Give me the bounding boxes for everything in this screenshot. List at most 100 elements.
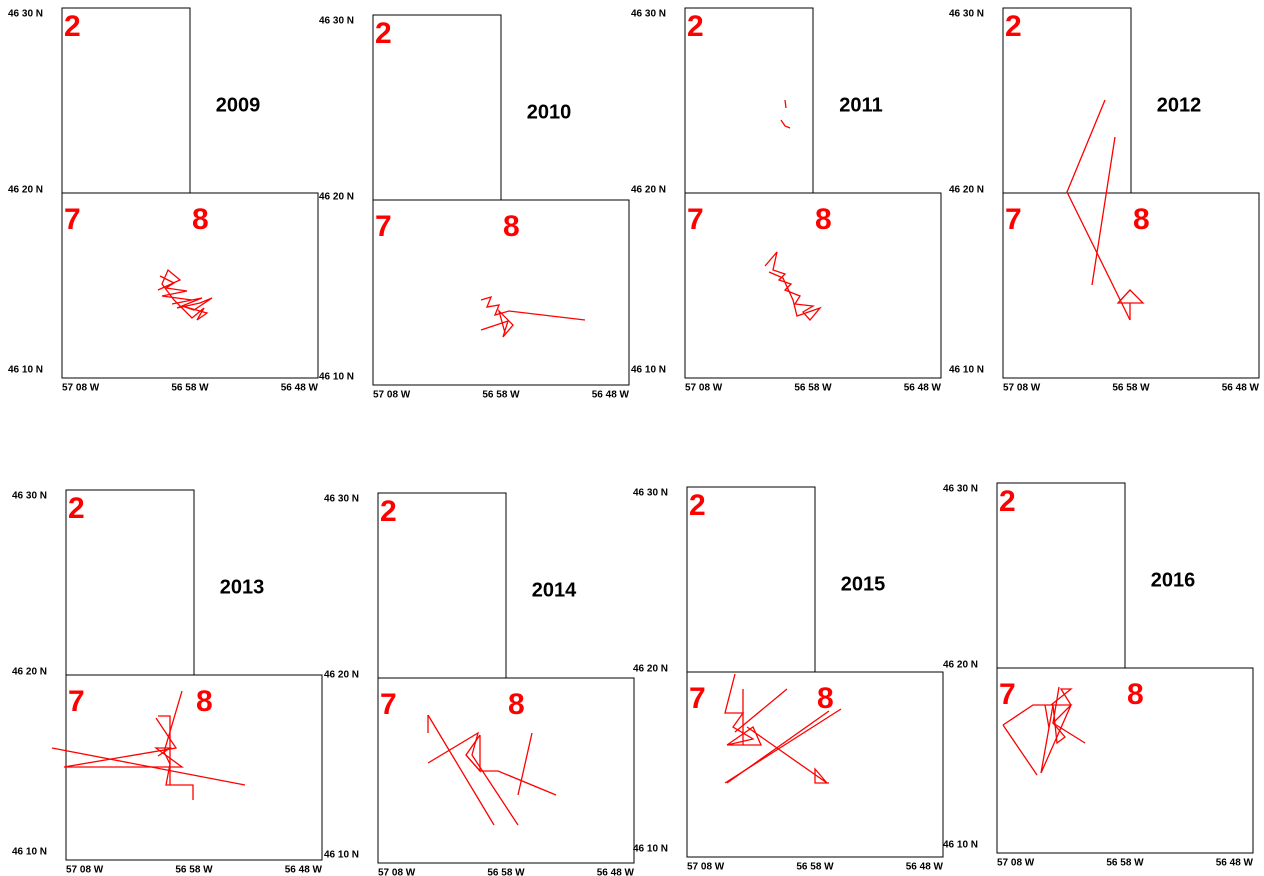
cell-label: 2 bbox=[380, 495, 397, 528]
year-label: 2009 bbox=[216, 94, 261, 116]
lon-label: 56 48 W bbox=[1216, 858, 1254, 869]
cell-label: 2 bbox=[68, 492, 85, 525]
cell-box bbox=[61, 192, 319, 379]
lon-label: 56 48 W bbox=[285, 865, 323, 876]
vessel-track bbox=[517, 732, 533, 796]
vessel-track bbox=[157, 268, 213, 321]
lat-label: 46 30 N bbox=[943, 484, 978, 495]
vessel-track bbox=[746, 726, 829, 784]
lon-label: 56 58 W bbox=[1112, 383, 1150, 394]
year-label: 2015 bbox=[841, 573, 886, 595]
vessel-track bbox=[480, 295, 586, 321]
cell-label: 8 bbox=[508, 688, 525, 721]
cell-label: 2 bbox=[1005, 10, 1022, 43]
lat-label: 46 30 N bbox=[631, 9, 666, 20]
cell-box bbox=[684, 192, 942, 379]
lat-label: 46 20 N bbox=[949, 185, 984, 196]
cell-box bbox=[377, 492, 507, 679]
cell-label: 8 bbox=[192, 203, 209, 236]
vessel-track bbox=[784, 99, 787, 109]
cell-label: 8 bbox=[196, 685, 213, 718]
lat-label: 46 10 N bbox=[631, 365, 666, 376]
cell-box bbox=[1002, 192, 1260, 379]
cell-label: 2 bbox=[687, 10, 704, 43]
lat-label: 46 30 N bbox=[319, 16, 354, 27]
cell-label: 8 bbox=[1133, 203, 1150, 236]
map-panel: 46 30 N 46 20 N 46 10 N 57 08 W 56 58 W 56 48… bbox=[949, 7, 1260, 394]
lat-label: 46 30 N bbox=[949, 9, 984, 20]
lon-label: 57 08 W bbox=[62, 383, 100, 394]
map-panel: 46 30 N 46 20 N 46 10 N 57 08 W 56 58 W 56 48… bbox=[8, 7, 319, 394]
vessel-track bbox=[163, 690, 194, 800]
lat-label: 46 30 N bbox=[12, 491, 47, 502]
lat-label: 46 20 N bbox=[319, 192, 354, 203]
cell-label: 7 bbox=[999, 678, 1016, 711]
lon-label: 57 08 W bbox=[66, 865, 104, 876]
vessel-track bbox=[427, 731, 519, 826]
lon-label: 56 48 W bbox=[906, 862, 944, 873]
vessel-track bbox=[158, 715, 171, 785]
cell-label: 8 bbox=[815, 203, 832, 236]
lat-label: 46 30 N bbox=[8, 9, 43, 20]
cell-box bbox=[996, 482, 1126, 669]
vessel-track bbox=[480, 308, 514, 338]
cell-box bbox=[377, 677, 635, 864]
year-label: 2010 bbox=[527, 101, 572, 123]
lat-label: 46 10 N bbox=[8, 365, 43, 376]
vessel-track bbox=[1002, 688, 1086, 774]
lat-label: 46 10 N bbox=[324, 850, 359, 861]
lon-label: 56 48 W bbox=[904, 383, 942, 394]
vessel-track bbox=[724, 708, 842, 784]
vessel-track bbox=[427, 714, 495, 826]
cell-label: 7 bbox=[687, 203, 704, 236]
cell-box bbox=[684, 7, 814, 194]
cell-label: 8 bbox=[1127, 678, 1144, 711]
cell-box bbox=[372, 14, 502, 201]
cell-label: 8 bbox=[817, 682, 834, 715]
lat-label: 46 20 N bbox=[631, 185, 666, 196]
year-label: 2014 bbox=[532, 579, 577, 601]
vessel-track bbox=[465, 734, 481, 773]
lon-label: 57 08 W bbox=[1003, 383, 1041, 394]
cell-label: 7 bbox=[689, 682, 706, 715]
cell-box bbox=[686, 486, 816, 673]
lat-label: 46 10 N bbox=[633, 844, 668, 855]
vessel-track bbox=[1091, 136, 1116, 286]
cell-box bbox=[372, 199, 630, 386]
lat-label: 46 10 N bbox=[949, 365, 984, 376]
cell-label: 7 bbox=[1005, 203, 1022, 236]
vessel-track bbox=[780, 119, 791, 129]
lon-label: 56 58 W bbox=[487, 868, 525, 876]
cell-label: 2 bbox=[689, 489, 706, 522]
year-label: 2016 bbox=[1151, 569, 1196, 591]
map-panel: 46 30 N 46 20 N 46 10 N 57 08 W 56 58 W 56 48… bbox=[943, 482, 1254, 869]
map-panel: 46 30 N 46 20 N 46 10 N 57 08 W 56 58 W 56 48… bbox=[12, 489, 323, 876]
lat-label: 46 20 N bbox=[943, 660, 978, 671]
vessel-track bbox=[1002, 724, 1038, 776]
map-panel: 46 30 N 46 20 N 46 10 N 57 08 W 56 58 W 56 48… bbox=[633, 486, 944, 873]
cell-box bbox=[1002, 7, 1132, 194]
lon-label: 56 58 W bbox=[482, 390, 520, 401]
vessel-track bbox=[1044, 704, 1050, 729]
lon-label: 56 58 W bbox=[1106, 858, 1144, 869]
cell-box bbox=[996, 667, 1254, 854]
lon-label: 57 08 W bbox=[685, 383, 723, 394]
year-label: 2012 bbox=[1157, 94, 1202, 116]
lon-label: 56 58 W bbox=[796, 862, 834, 873]
cell-label: 7 bbox=[375, 210, 392, 243]
vessel-track bbox=[764, 251, 822, 322]
map-panel: 46 30 N 46 20 N 46 10 N 57 08 W 56 58 W 56 48… bbox=[631, 7, 942, 394]
cell-label: 2 bbox=[64, 10, 81, 43]
lon-label: 56 58 W bbox=[175, 865, 213, 876]
lon-label: 56 48 W bbox=[597, 868, 635, 876]
lat-label: 46 20 N bbox=[12, 667, 47, 678]
lat-label: 46 20 N bbox=[8, 185, 43, 196]
lon-label: 57 08 W bbox=[373, 390, 411, 401]
cell-label: 2 bbox=[375, 17, 392, 50]
lon-label: 56 48 W bbox=[1222, 383, 1260, 394]
cell-box bbox=[686, 671, 944, 858]
lon-label: 56 58 W bbox=[171, 383, 209, 394]
lon-label: 56 48 W bbox=[281, 383, 319, 394]
cell-label: 7 bbox=[64, 203, 81, 236]
